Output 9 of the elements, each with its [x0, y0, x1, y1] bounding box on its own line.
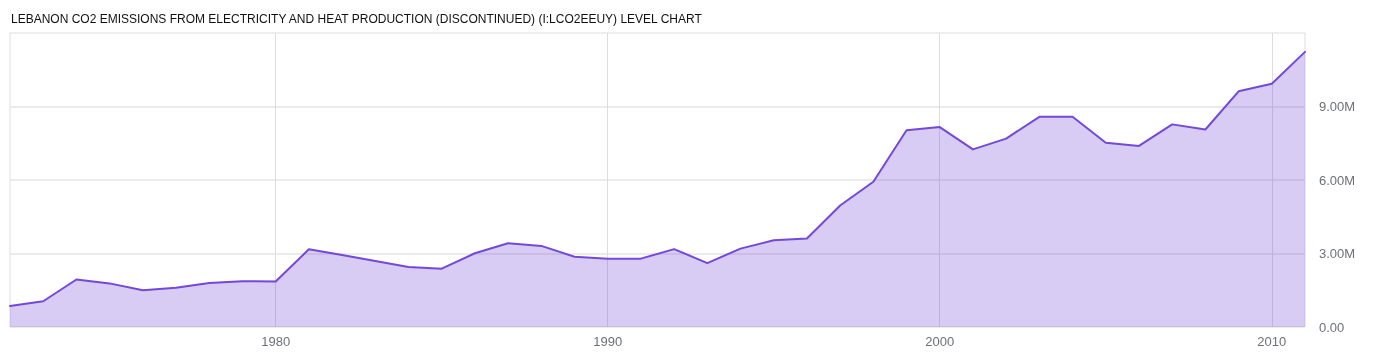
y-tick-label: 0.00: [1319, 319, 1345, 335]
chart-title: LEBANON CO2 EMISSIONS FROM ELECTRICITY AND HEAT PRODUCTION (DISCONTINUED) (I:LCO2EEUY) LEVEL CHART: [11, 12, 703, 26]
y-tick-label: 3.00M: [1319, 246, 1356, 261]
y-tick-label: 9.00M: [1319, 99, 1356, 114]
x-tick-label: 2000: [925, 334, 955, 349]
x-tick-label: 1990: [593, 334, 623, 349]
y-tick-label: 6.00M: [1319, 172, 1356, 188]
x-tick-label: 2010: [1257, 334, 1287, 349]
x-tick-label: 1980: [261, 334, 291, 349]
